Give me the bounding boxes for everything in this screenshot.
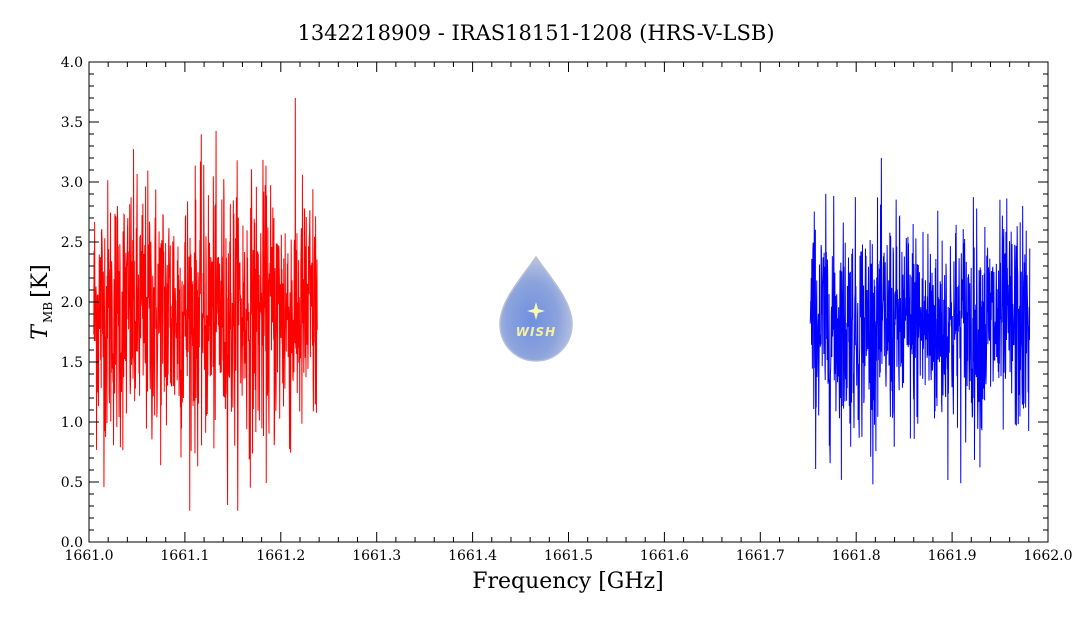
x-tick-label: 1661.2: [256, 548, 305, 564]
y-tick-label: 3.5: [61, 115, 83, 131]
x-tick-label: 1661.7: [736, 548, 785, 564]
x-axis-label: Frequency [GHz]: [472, 569, 664, 594]
y-axis-label-main: T: [28, 323, 53, 340]
y-tick-label: 0.0: [61, 535, 83, 551]
x-tick-label: 1661.1: [160, 548, 209, 564]
logo-text: WISH: [516, 325, 556, 339]
x-tick-label: 1661.4: [448, 548, 497, 564]
y-tick-label: 3.0: [61, 175, 83, 191]
svg-text:TMB[K]: TMB [K]: [28, 264, 55, 339]
y-tick-label: 1.5: [61, 355, 83, 371]
x-tick-label: 1661.5: [544, 548, 593, 564]
y-axis-label-sub: MB: [41, 302, 55, 323]
series-line-1: [93, 97, 318, 511]
x-tick-label: 1661.6: [640, 548, 689, 564]
chart-title: 1342218909 - IRAS18151-1208 (HRS-V-LSB): [297, 21, 774, 45]
x-tick-label: 1661.8: [832, 548, 881, 564]
wish-logo: WISH: [499, 255, 573, 362]
x-tick-label: 1661.9: [928, 548, 977, 564]
y-tick-label: 4.0: [61, 55, 83, 71]
y-tick-label: 0.5: [61, 475, 83, 491]
x-tick-label: 1662.0: [1024, 548, 1072, 564]
y-tick-label: 2.5: [61, 235, 83, 251]
y-axis-label: TMB [K]: [28, 264, 55, 339]
x-tick-label: 1661.0: [65, 548, 114, 564]
x-tick-label: 1661.3: [352, 548, 401, 564]
series-layer: [93, 97, 1031, 511]
y-tick-label: 2.0: [61, 295, 83, 311]
axes: 1661.0 1661.1 1661.2 1661.3 1661.4 1661.5 1661…: [61, 55, 1072, 564]
star-icon: [527, 302, 545, 320]
series-line-2: [809, 157, 1031, 485]
y-tick-label: 1.0: [61, 415, 83, 431]
y-axis-label-unit: [K]: [28, 264, 53, 298]
